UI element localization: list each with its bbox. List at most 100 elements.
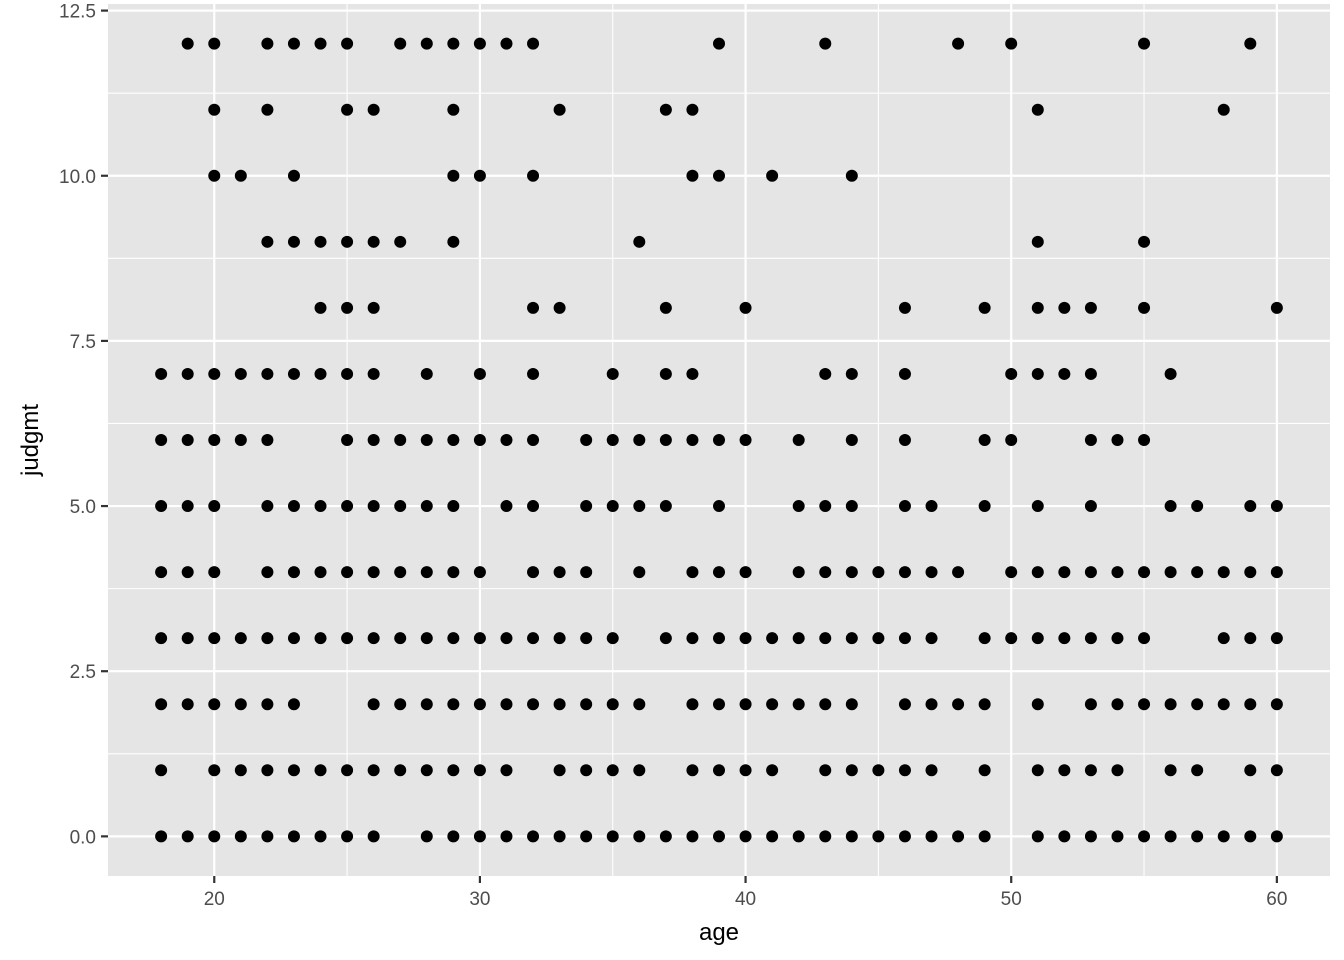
data-point: [713, 764, 725, 777]
data-point: [1005, 37, 1018, 50]
data-point: [314, 500, 327, 513]
data-point: [261, 37, 274, 50]
data-point: [633, 235, 646, 248]
data-point: [367, 764, 380, 777]
data-point: [1217, 566, 1230, 579]
data-point: [819, 632, 832, 645]
data-point: [1084, 830, 1097, 843]
data-point: [208, 434, 221, 446]
data-point: [633, 434, 646, 446]
data-point: [898, 830, 911, 843]
data-point: [447, 500, 460, 513]
data-point: [208, 103, 221, 116]
data-point: [819, 698, 832, 711]
data-point: [473, 698, 486, 711]
data-point: [287, 566, 300, 579]
data-point: [234, 434, 247, 446]
data-point: [766, 830, 779, 843]
data-point: [287, 764, 300, 777]
data-point: [341, 301, 354, 314]
data-point: [978, 764, 991, 777]
data-point: [314, 632, 327, 645]
y-tick-label: 0.0: [70, 827, 96, 848]
data-point: [1270, 301, 1283, 314]
data-point: [845, 367, 858, 380]
data-point: [367, 566, 380, 579]
data-point: [659, 500, 672, 513]
data-point: [1031, 367, 1044, 380]
data-point: [394, 698, 407, 711]
data-point: [1244, 37, 1257, 50]
data-point: [978, 632, 991, 645]
data-point: [1058, 830, 1071, 843]
data-point: [500, 698, 513, 711]
data-point: [1217, 632, 1230, 645]
data-point: [819, 764, 832, 777]
data-point: [713, 500, 725, 513]
data-point: [181, 632, 194, 645]
data-point: [713, 698, 725, 711]
data-point: [341, 434, 354, 446]
data-point: [1270, 566, 1283, 579]
data-point: [553, 698, 566, 711]
data-point: [845, 169, 858, 182]
data-point: [1164, 367, 1177, 380]
data-point: [447, 698, 460, 711]
data-point: [314, 235, 327, 248]
data-point: [473, 169, 486, 182]
data-point: [1270, 698, 1283, 711]
data-point: [1270, 764, 1283, 777]
data-point: [1084, 301, 1097, 314]
data-point: [872, 566, 885, 579]
data-point: [287, 37, 300, 50]
data-point: [527, 566, 540, 579]
data-point: [1084, 698, 1097, 711]
data-point: [261, 698, 274, 711]
data-point: [181, 698, 194, 711]
y-axis-title: judgmt: [17, 404, 44, 477]
data-point: [341, 37, 354, 50]
data-point: [287, 235, 300, 248]
data-point: [1031, 632, 1044, 645]
data-point: [287, 169, 300, 182]
data-point: [527, 698, 540, 711]
data-point: [739, 764, 752, 777]
data-point: [1111, 764, 1124, 777]
data-point: [181, 566, 194, 579]
data-point: [1084, 434, 1097, 446]
data-point: [473, 367, 486, 380]
data-point: [1031, 830, 1044, 843]
data-point: [1244, 632, 1257, 645]
data-point: [898, 500, 911, 513]
data-point: [155, 830, 168, 843]
data-point: [500, 434, 513, 446]
data-point: [686, 566, 699, 579]
data-point: [659, 103, 672, 116]
data-point: [553, 301, 566, 314]
data-point: [766, 764, 779, 777]
data-point: [659, 632, 672, 645]
data-point: [819, 37, 832, 50]
data-point: [234, 632, 247, 645]
data-point: [766, 698, 779, 711]
data-point: [580, 632, 593, 645]
data-point: [553, 103, 566, 116]
data-point: [287, 830, 300, 843]
data-point: [898, 632, 911, 645]
data-point: [500, 632, 513, 645]
data-point: [155, 566, 168, 579]
data-point: [1031, 698, 1044, 711]
data-point: [287, 632, 300, 645]
data-point: [713, 37, 725, 50]
data-point: [792, 500, 805, 513]
x-axis: 20 30 40 50 60: [204, 876, 1287, 910]
data-point: [420, 367, 433, 380]
data-point: [1138, 632, 1151, 645]
data-point: [208, 367, 221, 380]
data-point: [739, 434, 752, 446]
data-point: [155, 698, 168, 711]
data-point: [155, 434, 168, 446]
data-point: [713, 632, 725, 645]
data-point: [898, 367, 911, 380]
data-point: [473, 434, 486, 446]
